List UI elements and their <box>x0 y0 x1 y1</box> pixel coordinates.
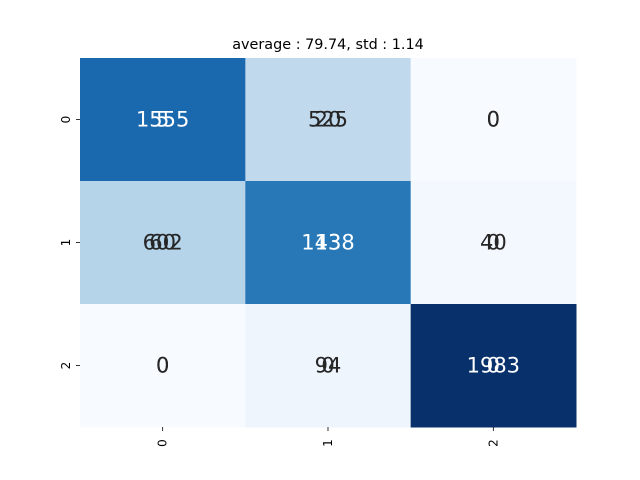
x-tick-label-1: 1 <box>321 439 335 447</box>
cell-overlay-r0-c0: 5 <box>156 108 169 132</box>
heatmap-cell-r1-c0 <box>80 181 246 305</box>
cell-overlay-r0-c2: 0 <box>487 108 500 132</box>
cell-overlay-r0-c1: 20 <box>315 108 342 132</box>
cell-overlay-r1-c0: 60 <box>149 231 176 255</box>
chart-title: average : 79.74, std : 1.14 <box>232 37 424 53</box>
y-tick-label-0: 0 <box>59 116 73 124</box>
heatmap-cell-r1-c2 <box>410 181 577 305</box>
heatmap-cell-r1-c1 <box>245 181 412 305</box>
x-axis-ticks: 0 1 2 <box>156 427 500 447</box>
heatmap-cell-r0-c0 <box>80 58 246 182</box>
cell-overlay-r1-c2: 0 <box>487 231 500 255</box>
y-axis-ticks: 0 1 2 <box>59 116 80 370</box>
cell-overlay-r1-c1: 13 <box>315 231 342 255</box>
cell-value-r1-c0: 602 <box>143 231 183 255</box>
cell-value-r2-c0: 0 <box>156 354 169 378</box>
heatmap-cell-r0-c1 <box>245 58 412 182</box>
cell-overlay-r2-c2: 0 <box>487 354 500 378</box>
cell-value-r0-c2: 0 <box>487 108 500 132</box>
heatmap-cell-r2-c1 <box>245 304 412 428</box>
y-tick-label-2: 2 <box>59 362 73 370</box>
cell-value-r1-c1: 1438 <box>301 231 354 255</box>
x-tick-label-0: 0 <box>156 439 170 447</box>
cell-value-r0-c0: 1555 <box>136 108 189 132</box>
cell-value-r2-c2: 1983 <box>467 354 520 378</box>
cell-overlay-r2-c0: 0 <box>156 354 169 378</box>
heatmap-cell-r2-c0 <box>80 304 246 428</box>
y-tick-label-1: 1 <box>59 239 73 247</box>
heatmap-cell-r0-c2 <box>410 58 577 182</box>
cell-overlay-r2-c1: 0 <box>321 354 334 378</box>
cell-value-r1-c2: 40 <box>480 231 507 255</box>
cell-value-r0-c1: 525 <box>308 108 348 132</box>
heatmap-cell-r2-c2 <box>410 304 577 428</box>
x-tick-label-2: 2 <box>486 439 500 447</box>
cell-value-r2-c1: 94 <box>315 354 342 378</box>
